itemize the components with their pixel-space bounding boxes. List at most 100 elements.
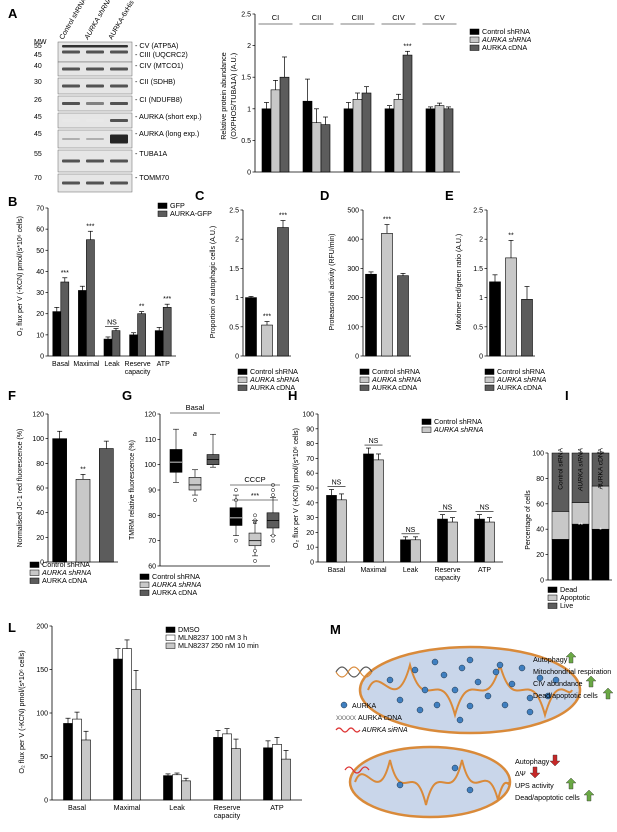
x-tick-label: ATP xyxy=(478,567,491,574)
aurka-dot xyxy=(440,671,448,679)
panel-label-F: F xyxy=(8,388,16,403)
aurka-dot xyxy=(396,696,404,704)
legend-label: AURKA shRNA xyxy=(41,568,91,577)
arrow-up-icon xyxy=(585,675,597,688)
y-tick-label: 0 xyxy=(40,354,44,361)
blot-band xyxy=(62,67,80,71)
bar xyxy=(363,453,374,563)
significance-label: *** xyxy=(279,213,287,220)
bar xyxy=(81,739,91,801)
blot-band xyxy=(110,50,128,54)
chart-L: 0 50 100 150 200 Basal Maximal Leak Reservecapac… xyxy=(17,624,302,820)
significance-label: ** xyxy=(578,522,584,529)
x-tick-label: ATP xyxy=(157,361,170,368)
y-tick-label: 80 xyxy=(306,441,314,448)
blot-band xyxy=(110,102,128,105)
y-tick-label: 40 xyxy=(36,269,44,276)
group-label: CCCP xyxy=(244,475,265,484)
blot-band xyxy=(86,50,104,54)
y-tick-label: 0 xyxy=(44,798,48,805)
panel-label-I: I xyxy=(565,388,569,403)
bar xyxy=(343,108,354,173)
x-tick-label: Basal xyxy=(328,567,346,574)
significance-label: *** xyxy=(61,270,69,277)
bar xyxy=(397,275,409,357)
charts-layer: 00.511.522.5 CI CII CIII CIV CV***Relative pr… xyxy=(17,12,612,820)
bar xyxy=(162,307,172,357)
legend-label: AURKA shRNA xyxy=(249,375,299,384)
outlier-point xyxy=(271,493,275,497)
x-tick-label: Leak xyxy=(403,567,419,574)
mw-marker: 45 xyxy=(34,114,42,121)
arrow-down-icon xyxy=(529,766,541,779)
legend-swatch xyxy=(157,210,168,217)
outlier-point xyxy=(253,513,257,518)
x-tick-label: Leak xyxy=(104,361,120,368)
blot-row-label: - AURKA (long exp.) xyxy=(135,129,199,138)
significance-label: NS xyxy=(107,320,117,327)
mw-marker: 30 xyxy=(34,79,42,86)
stacked-segment xyxy=(591,528,610,581)
blot-band xyxy=(86,67,104,71)
stacked-segment xyxy=(551,452,570,512)
significance-label: ** xyxy=(508,232,514,239)
bar xyxy=(272,744,282,801)
blot-band xyxy=(62,138,80,140)
y-tick-label: 150 xyxy=(36,667,48,674)
sirna-icon xyxy=(344,766,370,774)
legend-swatch xyxy=(421,426,432,433)
bar xyxy=(521,299,533,357)
blot-band xyxy=(86,119,104,122)
blot-band xyxy=(62,181,80,185)
chart-F: 0 20 40 60 80 100 120 ** Normalised JC-1 red flu… xyxy=(17,412,118,585)
bar xyxy=(72,718,82,801)
chart-B: 0 10 20 30 40 50 60 70 Basal Maximal Leak Reserveca… xyxy=(17,201,212,376)
bar xyxy=(131,689,141,801)
significance-label: NS xyxy=(480,505,490,512)
y-tick-label: 300 xyxy=(347,266,359,273)
legend-label: Control shRNA xyxy=(42,560,90,569)
significance-label: *** xyxy=(403,43,411,50)
bar xyxy=(263,747,273,801)
legend-swatch xyxy=(165,634,176,641)
aurka-dot xyxy=(474,678,482,686)
y-axis-label: Normalised JC-1 red fluorescence (%) xyxy=(17,429,24,548)
legend-label: MLN8237 100 nM 3 h xyxy=(178,633,247,642)
blot-band xyxy=(62,84,80,88)
y-axis-label: Proportion of autophagic cells (A.U.) xyxy=(210,226,217,338)
y-tick-label: 1 xyxy=(235,295,239,302)
blot-row-label: - TOMM70 xyxy=(135,173,169,182)
y-tick-label: 20 xyxy=(36,535,44,542)
y-tick-label: 400 xyxy=(347,237,359,244)
aurka-dot xyxy=(451,686,459,694)
bar xyxy=(489,281,501,357)
legend-swatch xyxy=(237,368,248,375)
lane-label: AURKA-6xHis xyxy=(108,0,136,41)
outlier-point xyxy=(253,518,257,523)
bar xyxy=(302,100,313,173)
mw-marker: 70 xyxy=(34,175,42,182)
aurka-dot xyxy=(466,786,474,794)
mw-header: MW xyxy=(34,39,47,46)
bar xyxy=(281,758,291,801)
legend-label: AURKA cDNA xyxy=(372,383,417,392)
blot-row-label: - CV (ATP5A) xyxy=(135,41,178,50)
mw-marker: 45 xyxy=(34,52,42,59)
lane-label: Control shRNA xyxy=(59,0,89,41)
x-tick-label: capacity xyxy=(214,811,241,820)
bar xyxy=(381,233,393,357)
y-tick-label: 100 xyxy=(144,462,156,469)
significance-label: NS xyxy=(369,438,379,445)
y-tick-label: 90 xyxy=(306,426,314,433)
y-tick-label: 60 xyxy=(36,227,44,234)
y-tick-label: 0.5 xyxy=(241,138,251,145)
stacked-segment xyxy=(591,452,610,487)
y-tick-label: 1 xyxy=(247,106,251,113)
legend-swatch xyxy=(139,573,150,580)
category-header: CV xyxy=(434,13,444,22)
category-header: CII xyxy=(312,13,322,22)
arrow-up-icon xyxy=(565,651,577,664)
effect-label: Autophagy xyxy=(533,655,568,664)
aurka-dot xyxy=(501,701,509,709)
blot-band xyxy=(62,102,80,105)
